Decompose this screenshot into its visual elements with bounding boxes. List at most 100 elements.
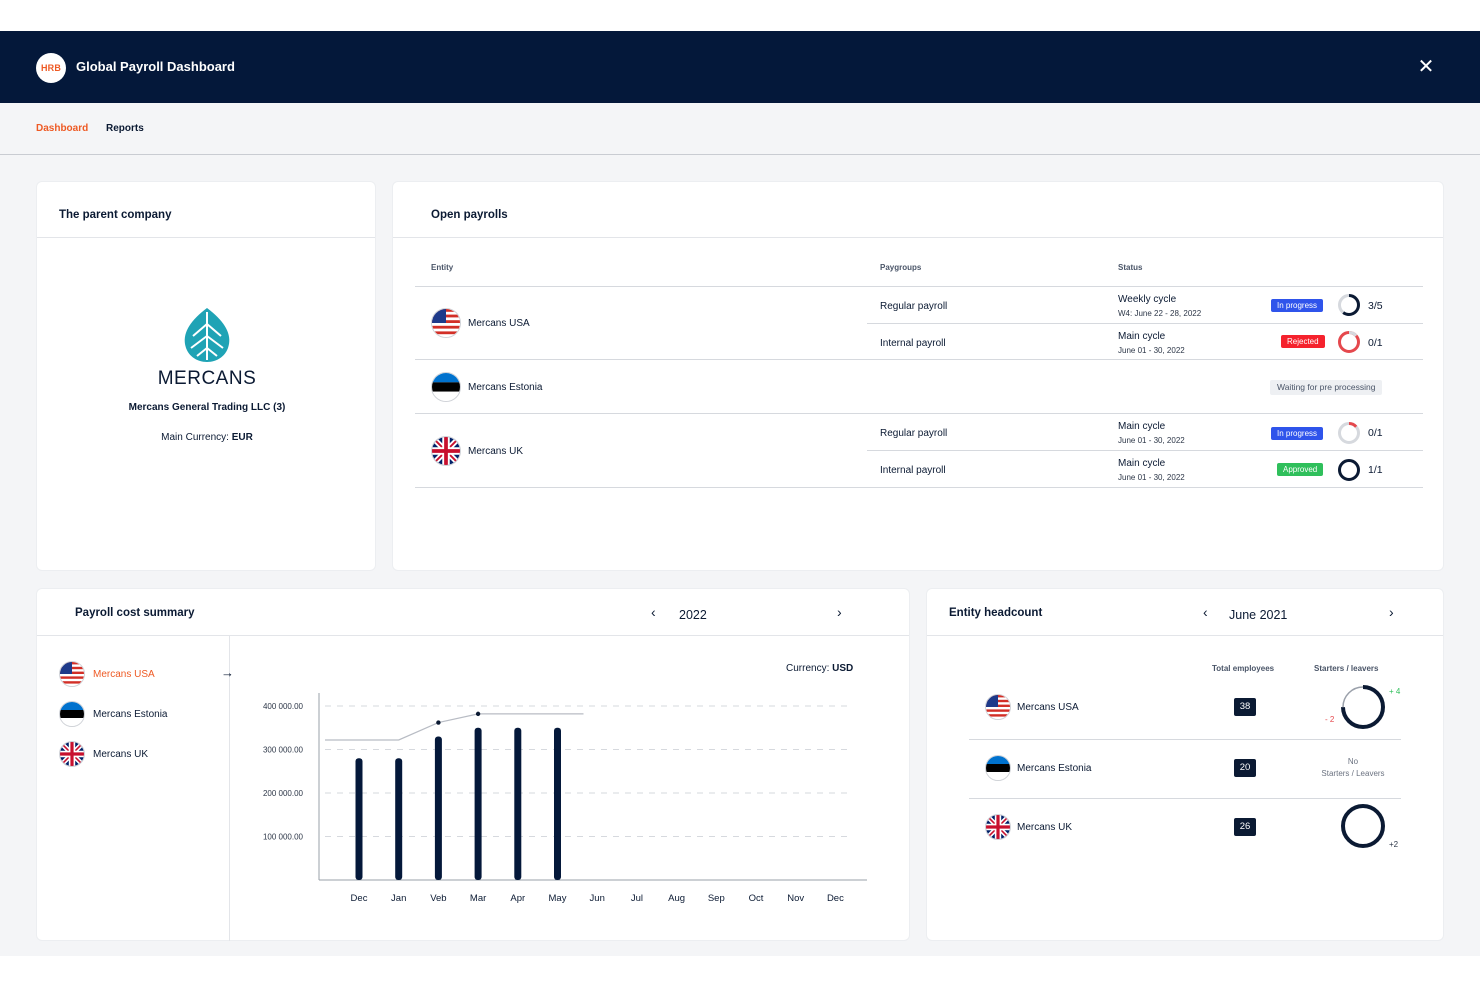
entity-selector-item[interactable]: Mercans UK [93,749,149,760]
x-tick-label: Jun [590,893,605,904]
chart-bar [514,727,522,880]
progress-ring-icon [1338,331,1360,353]
starters-count: +2 [1389,840,1399,849]
paygroup-name[interactable]: Regular payroll [880,301,948,312]
period-label: June 2021 [1229,608,1288,622]
ee-flag-icon [985,755,1011,781]
leavers-count: - 2 [1325,715,1335,724]
nav-bar: Dashboard Reports [0,103,1480,155]
x-tick-label: Oct [749,893,764,904]
divider [415,487,1423,488]
no-starters-text: No [1347,757,1359,766]
entity-selector-item[interactable]: Mercans Estonia [93,709,168,720]
ee-flag-icon [59,701,85,727]
divider [393,237,1443,238]
starters-leavers-ring-icon [1341,685,1385,729]
currency-label: Currency: [786,663,830,674]
chart-bar [355,758,363,880]
chevron-right-icon[interactable]: › [837,604,842,620]
paygroup-name[interactable]: Internal payroll [880,465,946,476]
y-tick-label: 400 000.00 [263,702,304,711]
total-employees-badge: 20 [1234,759,1256,777]
y-tick-label: 300 000.00 [263,746,304,755]
arrow-right-icon[interactable]: → [221,665,234,680]
divider [969,739,1401,740]
entity-name[interactable]: Mercans Estonia [1017,763,1092,774]
x-tick-label: Veb [430,893,446,904]
status-badge: In progress [1271,427,1324,440]
divider [927,635,1443,636]
progress-ring-icon [1338,459,1360,481]
no-starters-text: Starters / Leavers [1321,769,1385,778]
uk-flag-icon [59,741,85,767]
app-root: HRB Global Payroll Dashboard ✕ Dashboard… [0,31,1480,956]
divider [37,635,909,636]
paygroup-name[interactable]: Regular payroll [880,428,948,439]
col-entity: Entity [431,263,454,272]
approval-count: 3/5 [1368,300,1383,312]
chevron-left-icon[interactable]: ‹ [651,604,656,620]
x-tick-label: Jul [631,893,643,904]
chart-bar [554,727,561,880]
status-badge: Rejected [1281,335,1325,348]
parent-company-card: The parent company MERCANS Mercans Gener… [36,181,376,571]
entity-name[interactable]: Mercans UK [468,446,524,457]
x-tick-label: Jan [391,893,406,904]
chart-bar [434,736,442,880]
mercans-leaf-icon [184,308,230,362]
chart-bar [474,727,482,880]
paygroup-name[interactable]: Internal payroll [880,338,946,349]
hrb-logo: HRB [36,53,66,83]
status-badge: In progress [1271,299,1324,312]
tab-reports[interactable]: Reports [106,123,144,134]
us-flag-icon [985,694,1011,720]
x-tick-label: Apr [510,893,525,904]
entity-name[interactable]: Mercans USA [468,318,530,329]
total-employees-badge: 26 [1234,818,1256,836]
top-bar: HRB Global Payroll Dashboard ✕ [0,31,1480,103]
ee-flag-icon [431,372,461,402]
approval-count: 0/1 [1368,337,1383,349]
starters-leavers-ring-icon [1341,804,1385,848]
payroll-cost-chart: 100 000.00 200 000.00 300 000.00 400 000.00… [263,693,867,904]
divider [867,450,1423,451]
x-tick-label: May [549,893,567,904]
chart-bar [395,758,403,880]
payroll-cost-summary-card: Payroll cost summary ‹ 2022 › Mercans US… [36,588,910,941]
x-tick-label: Sep [708,893,725,904]
cycle-dates: W4: June 22 - 28, 2022 [1118,309,1202,318]
open-payrolls-card: Open payrolls Entity Paygroups Status Me… [392,181,1444,571]
progress-ring-icon [1338,294,1360,316]
mercans-wordmark: MERCANS [157,368,257,389]
entity-name[interactable]: Mercans UK [1017,822,1073,833]
close-icon[interactable]: ✕ [1417,56,1435,78]
divider [415,286,1423,287]
entity-name[interactable]: Mercans Estonia [468,382,543,393]
chart-point [475,711,481,717]
total-employees-badge: 38 [1234,698,1256,716]
chevron-right-icon[interactable]: › [1389,604,1394,620]
chart-currency: Currency: USD [786,663,853,674]
cycle-name: Main cycle [1118,421,1166,432]
cycle-name: Weekly cycle [1118,294,1177,305]
tab-dashboard[interactable]: Dashboard [36,123,89,134]
divider [415,359,1423,360]
cycle-dates: June 01 - 30, 2022 [1118,436,1185,445]
col-status: Status [1118,263,1143,272]
x-tick-label: Mar [470,893,486,904]
col-total-employees: Total employees [1212,664,1275,673]
card-title: Payroll cost summary [75,607,195,619]
card-title: Entity headcount [949,607,1043,619]
cycle-dates: June 01 - 30, 2022 [1118,346,1185,355]
y-tick-label: 100 000.00 [263,833,304,842]
entity-selector-item-active[interactable]: Mercans USA [93,669,155,680]
divider [229,635,230,941]
currency-value: USD [832,663,854,674]
cycle-dates: June 01 - 30, 2022 [1118,473,1185,482]
card-title: The parent company [59,209,172,221]
status-badge: Waiting for pre processing [1270,380,1383,395]
entity-name[interactable]: Mercans USA [1017,702,1079,713]
chevron-left-icon[interactable]: ‹ [1203,604,1208,620]
x-tick-label: Dec [827,893,844,904]
approval-count: 0/1 [1368,427,1383,439]
